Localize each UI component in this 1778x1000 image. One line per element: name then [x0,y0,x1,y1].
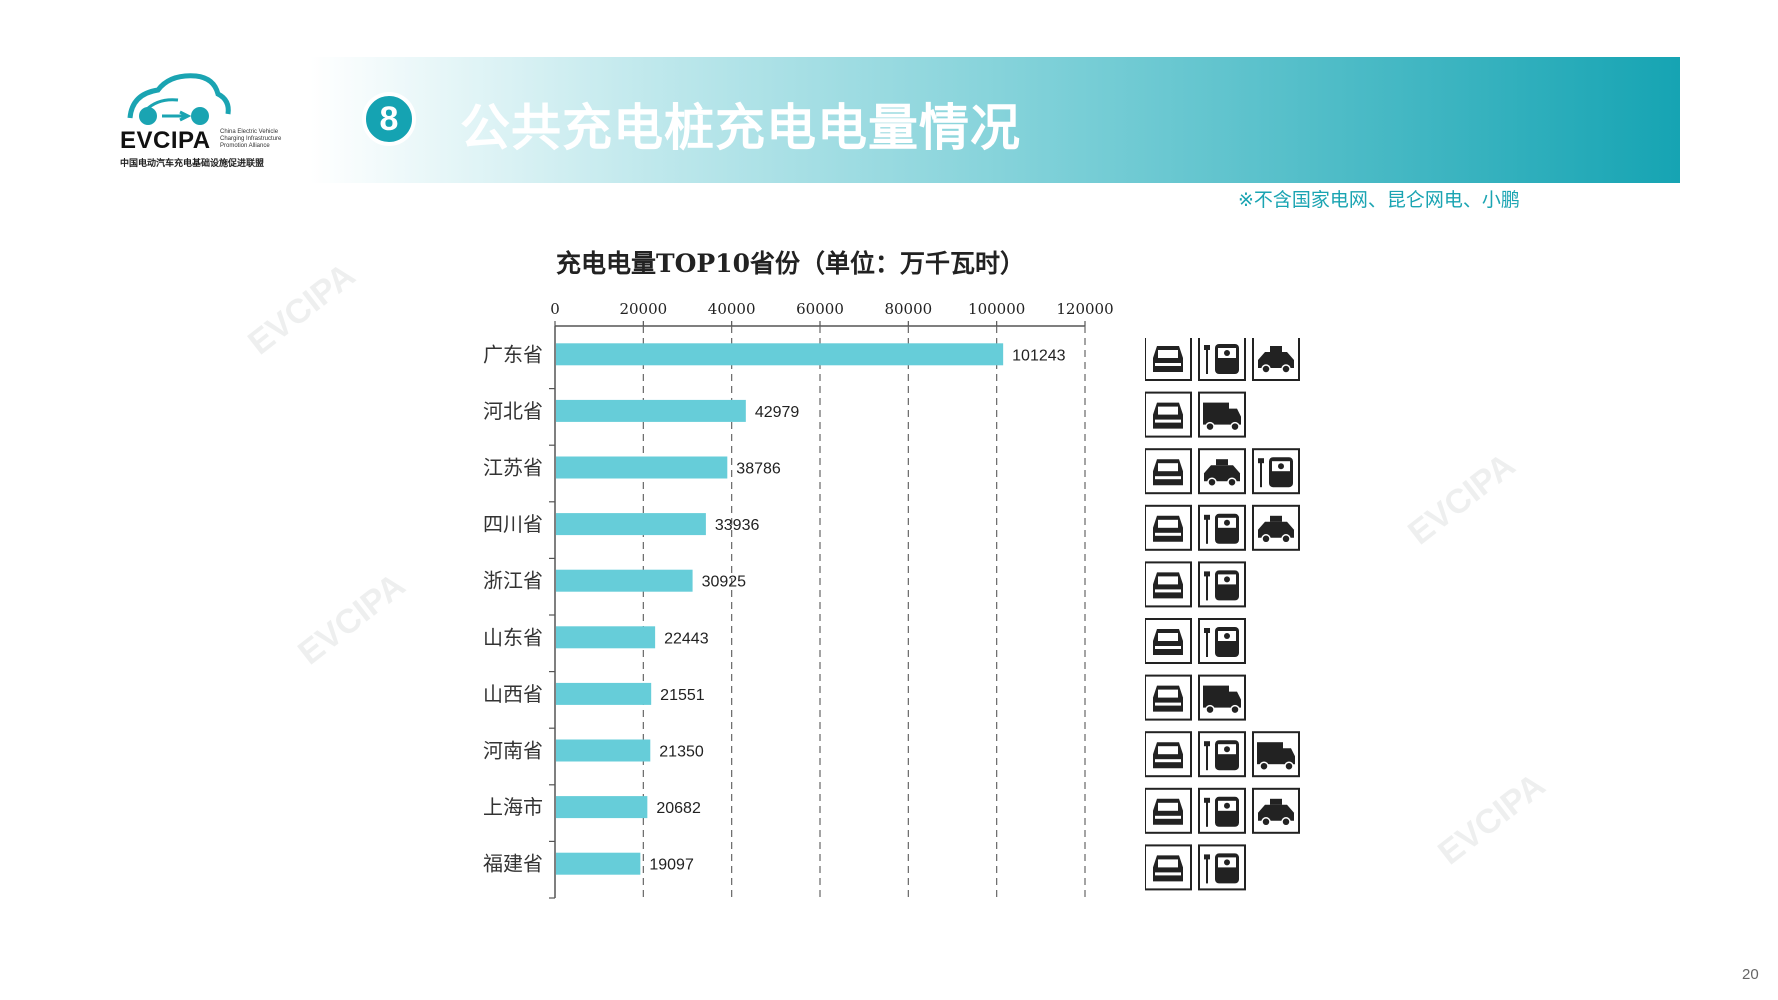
category-label: 山东省 [483,625,543,649]
car-icon [1145,338,1192,381]
x-tick-label: 80000 [884,300,932,318]
data-label: 42979 [755,404,800,421]
category-label: 河北省 [483,399,543,423]
bar [556,682,652,705]
watermark: EVCIPA [1401,445,1523,553]
watermark: EVCIPA [291,565,413,673]
data-label: 21350 [659,744,704,761]
bar [556,739,651,762]
car-icon [1145,391,1192,438]
bar [556,399,746,422]
bar [556,852,641,875]
car-icon [1145,504,1192,551]
bus-icon [1198,618,1246,664]
bar-chart: 0 20000 40000 60000 80000 100000 120000 广东省 1012… [483,300,1114,899]
bar [556,569,693,592]
watermark: EVCIPA [1431,765,1553,873]
data-label: 33936 [715,517,760,534]
category-label: 江苏省 [483,456,543,480]
taxi-icon [1252,787,1300,834]
data-label: 101243 [1012,347,1065,364]
bar [556,796,648,819]
car-icon [1145,561,1192,608]
evcipa-logo [127,73,231,125]
page-number: 20 [1742,966,1759,983]
data-label: 30925 [702,574,747,591]
bus-icon [1198,787,1246,834]
car-icon [1145,787,1192,834]
header-banner [310,57,1680,183]
category-label: 山西省 [483,682,543,706]
logo-subtitle: China Electric Vehicle Charging Infrastr… [220,129,282,149]
category-label: 广东省 [483,342,543,366]
x-tick-label: 20000 [619,300,667,318]
car-icon [1145,674,1192,721]
data-label: 38786 [736,461,781,478]
taxi-icon [1252,504,1300,551]
car-icon [1145,618,1192,664]
bus-icon [1198,731,1246,778]
logo-name: EVCIPA [120,127,211,154]
section-badge: 8 [362,92,416,146]
bus-icon [1198,504,1246,551]
bus-icon [1198,561,1246,608]
bar [556,456,728,479]
x-tick-label: 0 [550,300,560,318]
x-tick-label: 100000 [968,300,1025,318]
page-title: 公共充电桩充电电量情况 [460,99,1021,157]
logo-cn-name: 中国电动汽车充电基础设施促进联盟 [120,159,265,169]
car-icon [1145,844,1192,891]
taxi-icon [1252,338,1300,381]
bus-icon [1252,448,1300,495]
truck-icon [1198,674,1246,721]
x-tick-label: 60000 [796,300,844,318]
x-tick-label: 40000 [708,300,756,318]
car-icon [1145,731,1192,778]
data-label: 22443 [664,630,709,647]
vehicle-icons [1145,338,1300,891]
truck-icon [1198,391,1246,438]
chart-title: 充电电量TOP10省份（单位：万千瓦时） [556,249,1025,278]
data-label: 19097 [649,857,694,874]
bar [556,343,1004,366]
x-tick-label: 120000 [1056,300,1113,318]
category-label: 上海市 [483,795,543,819]
car-icon [1145,448,1192,495]
category-label: 福建省 [483,852,543,876]
bar [556,626,656,649]
watermark: EVCIPA [241,255,363,363]
category-label: 四川省 [483,512,543,536]
truck-icon [1252,731,1300,778]
bus-icon [1198,844,1246,891]
bar [556,513,706,536]
footnote: ※不含国家电网、昆仑网电、小鹏 [1238,189,1520,211]
category-label: 浙江省 [483,569,543,593]
data-label: 21551 [660,687,705,704]
taxi-icon [1198,448,1246,495]
category-label: 河南省 [483,739,543,763]
bus-icon [1198,338,1246,381]
data-label: 20682 [656,800,701,817]
